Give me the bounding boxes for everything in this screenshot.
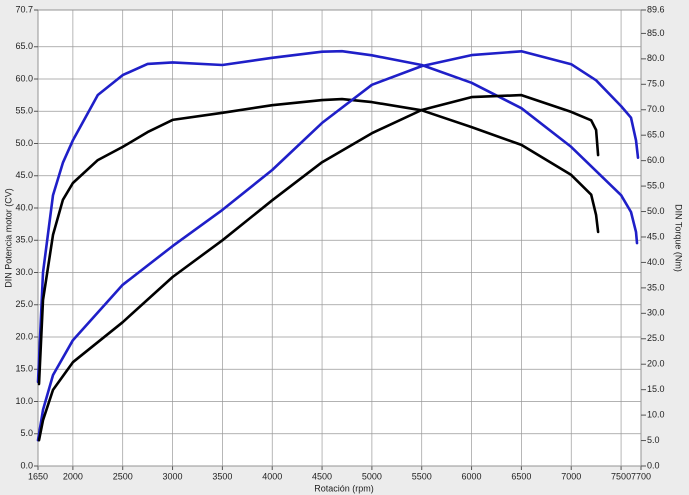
plot-area	[37, 9, 642, 467]
x-tick-label: 1650	[28, 471, 48, 481]
y-tick-label: 70.7	[15, 4, 33, 14]
y2-tick-label: 50.0	[647, 206, 665, 216]
y-tick-label: 40.0	[15, 202, 33, 212]
x-tick-label: 3000	[163, 471, 183, 481]
y2-tick-label: 85.0	[647, 28, 665, 38]
y-tick-label: 20.0	[15, 331, 33, 341]
y-tick-label: 65.0	[15, 41, 33, 51]
y2-axis-title: DIN Torque (Nm)	[674, 204, 684, 272]
y-tick-label: 25.0	[15, 299, 33, 309]
y-axis-title: DIN Potencia motor (CV)	[3, 188, 13, 288]
x-tick-label: 4000	[262, 471, 282, 481]
y-tick-label: 55.0	[15, 106, 33, 116]
x-tick-label: 4500	[312, 471, 332, 481]
y-tick-label: 60.0	[15, 73, 33, 83]
x-tick-label: 5000	[362, 471, 382, 481]
y2-tick-label: 35.0	[647, 282, 665, 292]
y-tick-label: 10.0	[15, 396, 33, 406]
y2-tick-label: 20.0	[647, 359, 665, 369]
y2-tick-label: 40.0	[647, 257, 665, 267]
y2-tick-label: 89.6	[647, 4, 665, 14]
y2-tick-label: 75.0	[647, 79, 665, 89]
x-tick-label: 3500	[212, 471, 232, 481]
y2-tick-label: 10.0	[647, 409, 665, 419]
x-tick-label: 7700	[631, 471, 651, 481]
y-tick-label: 5.0	[20, 428, 33, 438]
y-tick-label: 0.0	[20, 460, 33, 470]
x-tick-label: 5500	[412, 471, 432, 481]
series-line	[37, 97, 600, 386]
x-tick-label: 6500	[511, 471, 531, 481]
series-line	[36, 49, 639, 384]
y2-tick-label: 0.0	[647, 460, 660, 470]
x-tick-label: 6000	[462, 471, 482, 481]
series-line	[36, 50, 640, 442]
y2-tick-label: 45.0	[647, 231, 665, 241]
y2-tick-label: 60.0	[647, 155, 665, 165]
series-line	[37, 93, 600, 442]
y-tick-label: 30.0	[15, 267, 33, 277]
y2-tick-label: 30.0	[647, 308, 665, 318]
x-tick-label: 7000	[561, 471, 581, 481]
y2-tick-label: 55.0	[647, 180, 665, 190]
y2-tick-label: 70.0	[647, 104, 665, 114]
y2-tick-label: 65.0	[647, 130, 665, 140]
y2-tick-label: 5.0	[647, 435, 660, 445]
y2-tick-label: 80.0	[647, 53, 665, 63]
x-axis-title: Rotación (rpm)	[314, 483, 374, 493]
y2-tick-label: 15.0	[647, 384, 665, 394]
x-tick-label: 2500	[113, 471, 133, 481]
y-tick-label: 50.0	[15, 138, 33, 148]
x-tick-label: 2000	[63, 471, 83, 481]
y-tick-label: 15.0	[15, 364, 33, 374]
x-tick-label: 7500	[611, 471, 631, 481]
y-tick-label: 35.0	[15, 235, 33, 245]
y2-tick-label: 25.0	[647, 333, 665, 343]
y-tick-label: 45.0	[15, 170, 33, 180]
